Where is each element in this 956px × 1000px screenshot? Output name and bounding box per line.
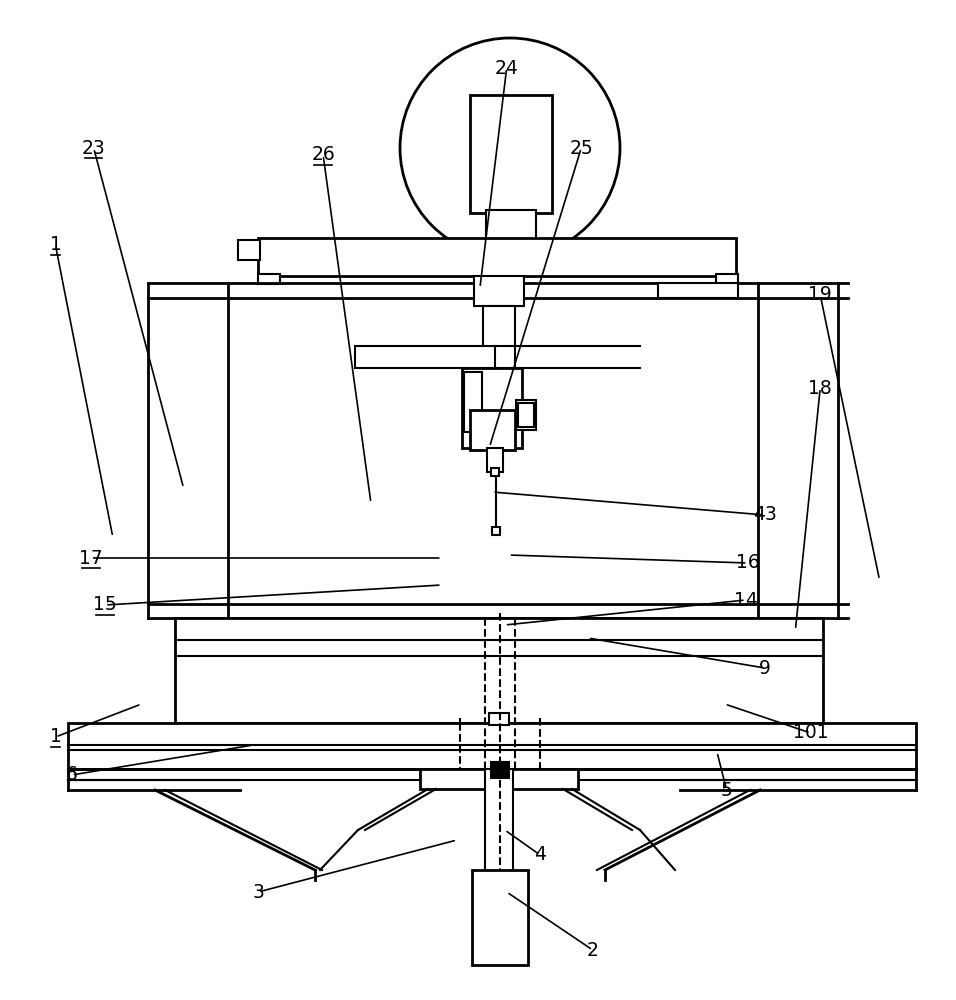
Bar [489,713,509,725]
Bar [474,276,524,306]
Bar [238,240,260,260]
Bar [486,210,536,240]
Bar [470,410,515,450]
Bar [470,95,552,213]
Text: 14: 14 [734,590,757,609]
Bar [175,618,823,723]
Text: 3: 3 [252,882,264,902]
Bar [258,238,736,276]
Text: 6: 6 [66,766,77,784]
Text: 101: 101 [793,724,829,742]
Text: 24: 24 [495,58,518,78]
Text: 43: 43 [753,506,776,524]
Text: 15: 15 [94,595,117,614]
Bar [68,723,916,769]
Circle shape [477,152,509,184]
Bar [355,346,495,368]
Text: 23: 23 [82,138,105,157]
Bar [462,368,522,448]
Bar [518,403,534,427]
Bar [516,400,536,430]
Bar [491,468,499,476]
Bar [492,527,500,535]
Text: 5: 5 [721,780,732,800]
Bar [716,274,738,284]
Text: 25: 25 [570,138,593,157]
Bar [483,306,515,394]
Bar [420,769,578,789]
Bar [258,274,280,284]
Text: 4: 4 [534,846,546,864]
Text: 16: 16 [736,554,759,572]
Text: 18: 18 [809,378,832,397]
Bar [658,283,738,298]
Text: 2: 2 [587,940,598,960]
Bar [487,448,503,472]
Text: 1: 1 [50,728,61,746]
Text: 26: 26 [312,145,335,164]
Text: 9: 9 [759,658,771,678]
Bar [464,372,482,432]
Bar [472,870,528,965]
Bar [485,769,513,949]
Circle shape [400,38,620,258]
Text: 17: 17 [79,548,102,568]
Text: 19: 19 [809,286,832,304]
Bar [491,762,509,778]
Text: 1: 1 [50,235,61,254]
